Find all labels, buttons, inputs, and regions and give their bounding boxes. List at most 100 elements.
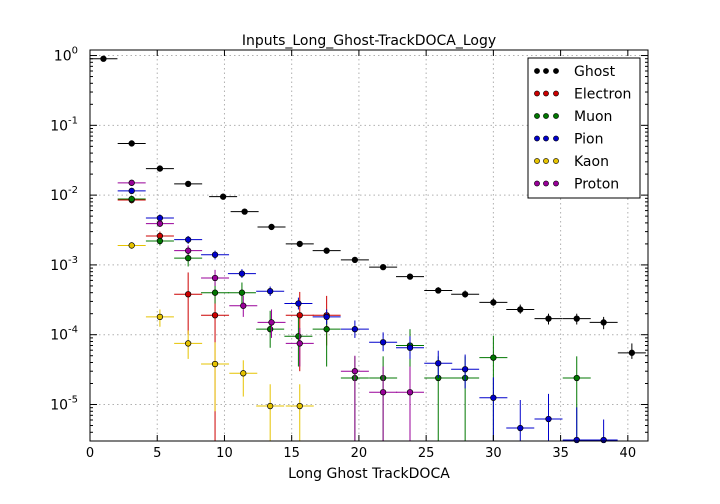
- plot-frame: [89, 49, 649, 442]
- series-kaon: [117, 242, 314, 441]
- y-tick-label: 10-3: [50, 255, 78, 274]
- data-point: [185, 236, 192, 243]
- legend-marker: [534, 113, 540, 119]
- data-point: [296, 240, 303, 248]
- data-point: [296, 402, 303, 410]
- y-tick-label: 100: [54, 46, 78, 65]
- data-point: [128, 140, 135, 147]
- data-point: [156, 165, 164, 172]
- data-point: [238, 289, 246, 296]
- data-point: [323, 326, 330, 333]
- series-proton: [117, 179, 425, 441]
- data-point: [219, 193, 227, 200]
- data-point: [379, 263, 387, 271]
- legend-marker: [553, 135, 559, 142]
- data-point: [267, 402, 274, 410]
- data-point: [435, 287, 442, 294]
- data-point: [406, 344, 414, 351]
- x-tick-label: 35: [552, 446, 569, 461]
- data-point: [406, 273, 414, 280]
- data-point: [240, 302, 247, 309]
- x-tick-label: 25: [418, 446, 435, 461]
- data-point: [545, 315, 552, 322]
- data-point: [545, 415, 552, 423]
- legend-marker: [534, 68, 540, 74]
- legend: Ghost Electron Muon Pion Kaon Proton: [527, 57, 641, 199]
- data-point: [185, 291, 192, 298]
- legend-label: Pion: [574, 132, 603, 148]
- data-point: [156, 237, 164, 245]
- data-point: [241, 208, 248, 215]
- data-point: [211, 312, 219, 319]
- data-point: [128, 242, 135, 249]
- data-point: [267, 326, 274, 333]
- legend-marker: [543, 90, 549, 97]
- y-tick-label: 10-4: [50, 325, 78, 344]
- data-point: [268, 223, 275, 231]
- data-point: [185, 254, 192, 262]
- data-point: [156, 214, 164, 222]
- legend-marker: [534, 158, 540, 164]
- data-point: [461, 291, 469, 298]
- legend-marker: [553, 90, 559, 97]
- y-tick-label: 10-1: [50, 115, 78, 134]
- data-point: [435, 360, 442, 367]
- x-tick-label: 30: [485, 446, 502, 461]
- legend-frame: [527, 57, 641, 199]
- data-point: [323, 247, 330, 254]
- data-point: [100, 55, 107, 62]
- legend-marker: [553, 113, 559, 119]
- data-point: [573, 315, 580, 322]
- legend-label: Proton: [574, 177, 619, 193]
- legend-label: Muon: [574, 109, 612, 125]
- legend-marker: [534, 180, 540, 187]
- data-point: [573, 436, 580, 444]
- data-point: [238, 270, 246, 277]
- data-point: [267, 288, 274, 295]
- series-ghost: [89, 55, 646, 359]
- data-point: [296, 312, 303, 319]
- legend-marker: [543, 68, 549, 74]
- x-tick-label: 15: [283, 446, 300, 461]
- legend-label: Ghost: [574, 64, 616, 80]
- data-point: [379, 389, 387, 396]
- legend-marker: [553, 180, 559, 187]
- x-tick-label: 0: [86, 446, 94, 461]
- data-point: [185, 340, 192, 347]
- data-point: [295, 300, 302, 307]
- data-point: [323, 313, 330, 321]
- data-point: [268, 319, 275, 326]
- data-point: [490, 394, 497, 401]
- data-point: [351, 256, 359, 264]
- chart-title: Inputs_Long_Ghost-TrackDOCA_Logy: [242, 33, 496, 49]
- data-point: [517, 306, 524, 313]
- legend-marker: [543, 158, 549, 164]
- data-point: [128, 187, 135, 195]
- data-point: [406, 389, 414, 396]
- data-point: [490, 354, 497, 361]
- data-point: [185, 180, 192, 188]
- data-point: [351, 368, 359, 375]
- data-point: [240, 370, 247, 377]
- data-point: [156, 313, 164, 321]
- legend-marker: [553, 158, 559, 164]
- x-axis-label: Long Ghost TrackDOCA: [288, 466, 450, 482]
- data-point: [461, 366, 469, 373]
- x-tick-label: 40: [620, 446, 637, 461]
- data-point: [351, 326, 359, 333]
- axis-ticks: 0 5 10 15 20 25 30 35 40 100 10-1 10-2 10-3 10-4 10-5: [50, 46, 648, 461]
- y-tick-label: 10-2: [50, 185, 78, 204]
- data-point: [128, 179, 135, 186]
- legend-marker: [543, 180, 549, 187]
- data-point: [211, 360, 219, 368]
- series-pion: [117, 187, 618, 444]
- series-layer: [89, 55, 646, 444]
- data-point: [600, 436, 607, 444]
- data-point: [517, 424, 524, 432]
- data-point: [211, 289, 219, 296]
- data-point: [296, 340, 303, 347]
- data-point: [600, 319, 607, 326]
- data-point: [211, 274, 219, 282]
- legend-marker: [553, 68, 559, 74]
